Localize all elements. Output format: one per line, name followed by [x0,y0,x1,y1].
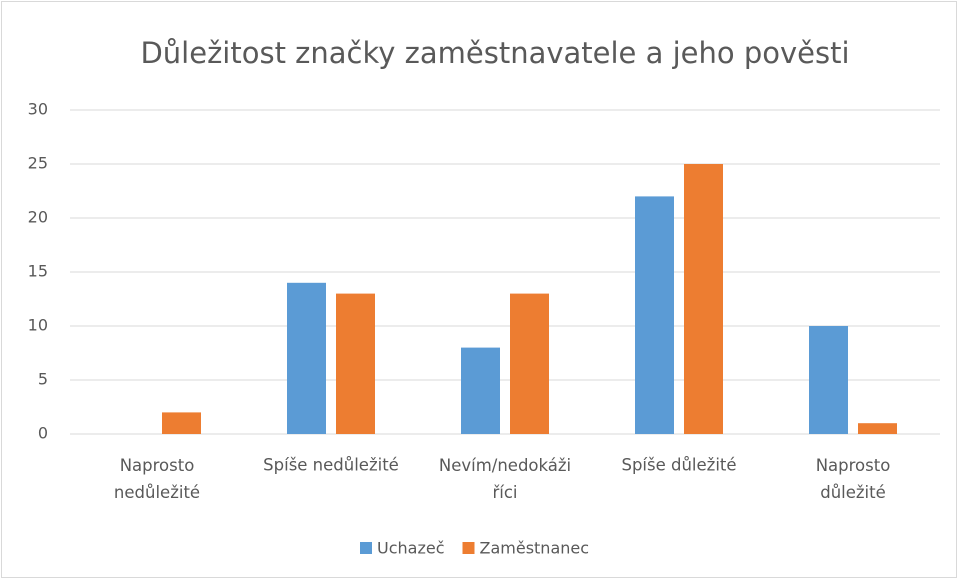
chart-title: Důležitost značky zaměstnavatele a jeho … [140,36,849,70]
legend-swatch [462,542,475,554]
bar [858,423,897,434]
bar [461,347,500,434]
y-tick-label: 10 [28,316,48,335]
x-tick-label: Spíše nedůležité [263,456,399,475]
y-tick-label: 20 [28,208,48,227]
x-tick-label: Naprosto důležité [816,456,891,502]
x-tick-label: Naprosto nedůležité [114,456,200,502]
y-tick-label: 30 [28,100,48,119]
x-tick-label: Nevím/nedokáži říci [439,456,571,502]
bar [809,326,848,434]
bar [510,293,549,434]
legend-swatch [360,542,372,554]
bar [635,196,674,434]
bar [287,282,326,434]
legend-label: Uchazeč [377,539,445,558]
bar [162,412,201,434]
y-tick-label: 0 [38,424,48,443]
bar [336,293,375,434]
y-tick-label: 5 [38,370,48,389]
x-tick-label: Spíše důležité [621,456,736,475]
y-tick-label: 25 [28,154,48,173]
legend-label: Zaměstnanec [480,539,590,558]
y-tick-label: 15 [28,262,48,281]
bar [684,164,723,434]
